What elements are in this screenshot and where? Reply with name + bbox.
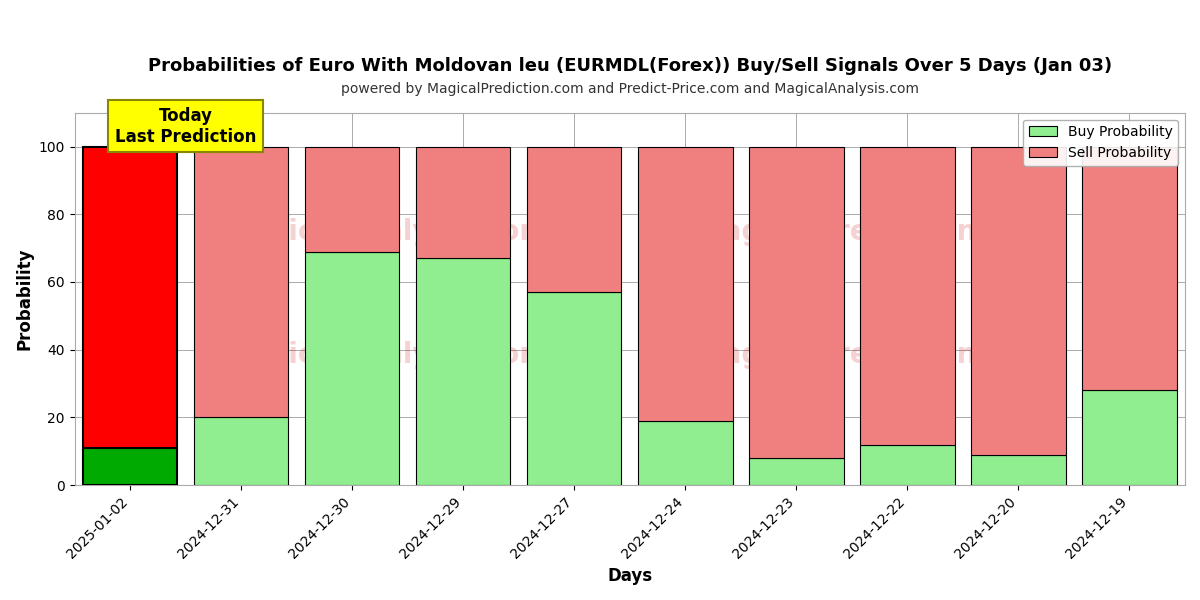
Bar [527,146,622,292]
Y-axis label: Probability: Probability [16,248,34,350]
Bar [194,418,288,485]
Bar [749,458,844,485]
Text: Today
Last Prediction: Today Last Prediction [115,107,257,146]
X-axis label: Days: Days [607,567,653,585]
Legend: Buy Probability, Sell Probability: Buy Probability, Sell Probability [1024,119,1178,166]
Text: powered by MagicalPrediction.com and Predict-Price.com and MagicalAnalysis.com: powered by MagicalPrediction.com and Pre… [341,82,919,96]
Bar [194,146,288,418]
Bar [1082,391,1177,485]
Bar [83,448,178,485]
Bar [860,445,955,485]
Bar [749,146,844,458]
Bar [305,251,400,485]
Bar [971,455,1066,485]
Bar [638,421,732,485]
Bar [416,258,510,485]
Text: MagicalAnalysis.com: MagicalAnalysis.com [222,218,548,246]
Text: MagicalAnalysis.com: MagicalAnalysis.com [222,341,548,369]
Bar [83,146,178,448]
Bar [1082,146,1177,391]
Title: Probabilities of Euro With Moldovan leu (EURMDL(Forex)) Buy/Sell Signals Over 5 : Probabilities of Euro With Moldovan leu … [148,57,1112,75]
Bar [638,146,732,421]
Bar [416,146,510,258]
Bar [971,146,1066,455]
Bar [305,146,400,251]
Text: MagicalPrediction.com: MagicalPrediction.com [696,341,1052,369]
Bar [527,292,622,485]
Text: MagicalPrediction.com: MagicalPrediction.com [696,218,1052,246]
Bar [860,146,955,445]
